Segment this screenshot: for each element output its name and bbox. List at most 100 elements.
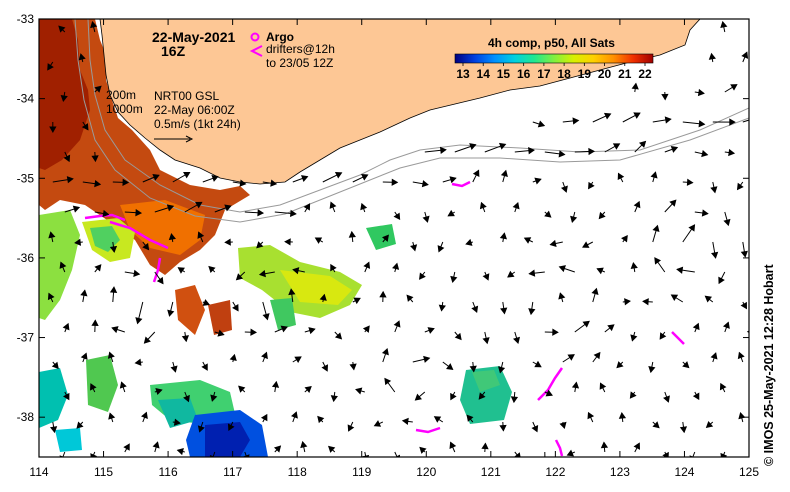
current-arrow-head — [107, 351, 115, 359]
current-arrow-head — [414, 393, 422, 401]
current-arrow-head — [80, 289, 88, 297]
current-arrow-head — [433, 416, 442, 423]
current-arrow-head — [499, 424, 507, 432]
drifters-line2: to 23/05 12Z — [266, 56, 333, 70]
current-arrow-head — [109, 286, 118, 293]
colorbar-tick-label: 21 — [618, 67, 632, 81]
current-arrow-head — [156, 276, 164, 285]
current-arrow-head — [419, 272, 426, 280]
current-arrow-head — [183, 394, 190, 403]
current-arrow-head — [528, 269, 536, 277]
current-arrow-head — [362, 325, 370, 333]
current-arrow-head — [669, 199, 677, 207]
current-arrow-head — [631, 82, 639, 90]
current-arrow-head — [437, 245, 445, 253]
current-arrow-head — [49, 126, 57, 133]
current-arrow-head — [329, 201, 337, 209]
y-tick-label: -35 — [17, 171, 35, 185]
current-arrow-head — [197, 425, 205, 433]
current-arrow-head — [723, 218, 731, 227]
current-arrow-head — [701, 150, 709, 158]
sst-patch-cyan-sw — [39, 368, 68, 428]
current-arrow-head — [392, 262, 400, 270]
sst-patch-green-3 — [366, 224, 396, 250]
current-arrow-head — [722, 321, 730, 329]
current-arrow-head — [393, 320, 401, 328]
current-arrow-head — [63, 392, 70, 401]
current-arrow-head — [499, 232, 508, 240]
sst-patch-teal-east — [460, 366, 512, 424]
current-arrow-head — [449, 441, 457, 449]
current-arrow-head — [348, 230, 356, 238]
current-arrow-head — [599, 382, 607, 390]
current-arrow-head — [570, 215, 578, 223]
sst-patch-orange-south — [175, 285, 205, 335]
current-arrow-head — [718, 276, 725, 285]
current-arrow-head — [446, 363, 454, 370]
current-arrow-head — [308, 327, 316, 335]
current-arrow-head — [292, 267, 300, 275]
current-arrow-head — [500, 169, 508, 178]
current-arrow-head — [629, 391, 637, 399]
current-arrow-head — [664, 116, 672, 124]
current-arrow-head — [558, 150, 566, 158]
current-arrow-head — [270, 179, 278, 187]
current-arrow-head — [528, 308, 536, 316]
depth-200m-label: 200m — [106, 88, 136, 102]
current-arrow-head — [478, 392, 486, 400]
current-arrow-head — [688, 224, 696, 232]
current-arrow-head — [355, 387, 363, 395]
current-arrow-head — [123, 443, 130, 451]
current-arrow-head — [534, 360, 542, 368]
current-arrow-head — [438, 304, 446, 312]
current-arrow-head — [449, 176, 457, 184]
current-arrow-head — [238, 385, 246, 393]
current-arrow-head — [173, 418, 181, 426]
current-arrow-head — [698, 120, 706, 128]
sst-patch-cyan-sw-2 — [55, 428, 82, 452]
x-tick-label: 124 — [674, 465, 694, 479]
current-arrow-head — [155, 388, 163, 396]
current-arrow-head — [300, 440, 308, 449]
current-arrow-head — [334, 332, 343, 340]
current-arrow-head — [465, 238, 473, 246]
current-arrow-head — [284, 238, 291, 246]
current-arrow-head — [479, 201, 487, 210]
current-arrow-head — [598, 211, 606, 220]
current-arrow-head — [291, 411, 298, 419]
current-arrow-head — [514, 452, 521, 457]
current-arrow-head — [47, 63, 54, 71]
current-arrow-head — [303, 203, 311, 211]
current-arrow-head — [630, 334, 638, 342]
colorbar-tick-label: 19 — [578, 67, 592, 81]
current-arrow-head — [582, 320, 590, 328]
current-arrow-head — [450, 275, 458, 283]
current-arrow-head — [330, 395, 338, 403]
current-arrow-head — [740, 301, 747, 310]
current-arrow-head — [142, 242, 150, 251]
current-arrows — [47, 20, 761, 457]
current-arrow-head — [261, 351, 268, 360]
current-arrow-head — [227, 423, 235, 432]
current-arrow-head — [670, 294, 679, 301]
current-arrow-head — [571, 381, 580, 389]
current-arrow-head — [141, 411, 148, 419]
current-arrow-head — [102, 209, 110, 218]
current-arrow-shaft — [755, 27, 761, 32]
current-arrow-head — [181, 335, 189, 343]
current-arrow-head — [630, 262, 638, 270]
current-arrow-head — [176, 448, 184, 456]
current-arrow-head — [638, 140, 647, 148]
current-arrow-head — [710, 186, 718, 194]
drifter-track — [537, 367, 564, 401]
current-arrow-head — [454, 332, 462, 341]
current-arrow-head — [549, 239, 557, 248]
current-arrow-head — [410, 244, 418, 252]
altimetry-note: 200m 1000m NRT00 GSL 22-May 06:00Z 0.5m/… — [106, 88, 241, 143]
colorbar-tick-label: 16 — [517, 67, 531, 81]
current-arrow-head — [612, 143, 621, 150]
current-arrow-head — [177, 267, 185, 274]
current-arrow-head — [314, 237, 323, 244]
current-arrow-head — [498, 142, 507, 150]
current-arrow-head — [682, 361, 690, 369]
